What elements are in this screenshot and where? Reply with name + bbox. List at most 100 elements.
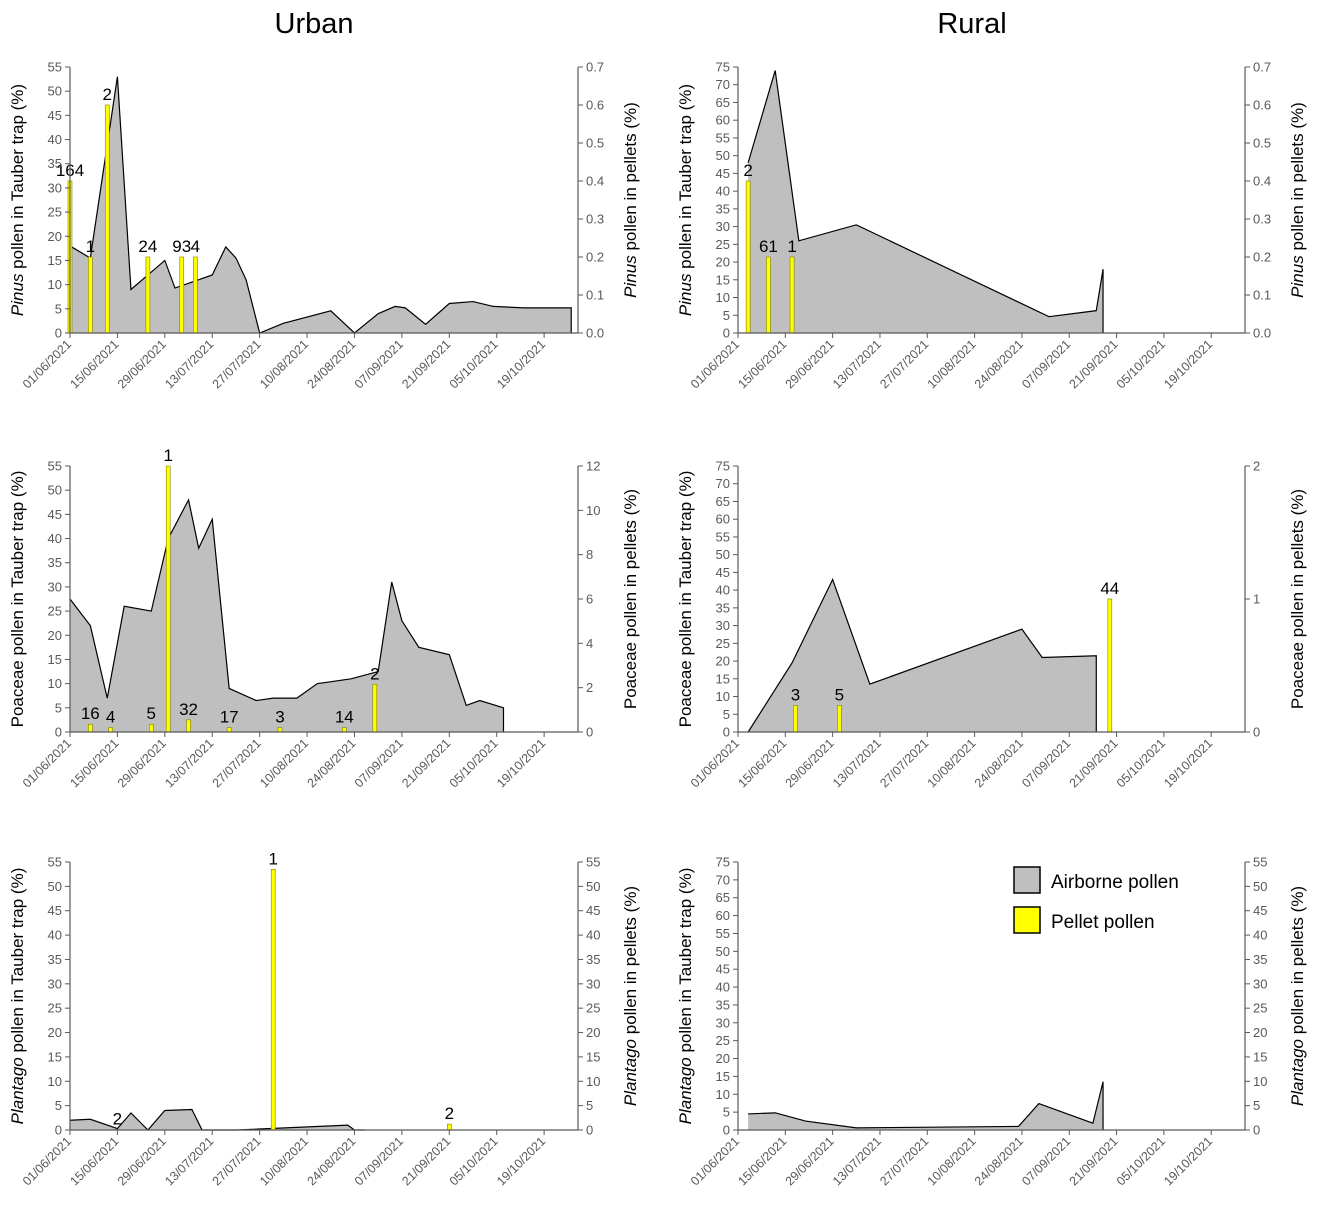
x-tick-label: 01/06/2021	[20, 736, 74, 790]
right-tick-label: 6	[586, 592, 593, 607]
pellet-bar	[108, 727, 113, 733]
x-tick-label: 19/10/2021	[1161, 736, 1215, 790]
left-tick-label: 10	[716, 689, 730, 704]
left-tick-label: 20	[716, 1051, 730, 1066]
pellet-bar	[789, 256, 795, 334]
airborne-area	[748, 70, 1104, 334]
right-tick-label: 25	[1253, 1001, 1267, 1016]
left-tick-label: 65	[716, 494, 730, 509]
left-tick-label: 10	[48, 676, 62, 691]
pellet-bar	[766, 256, 771, 334]
legend-label-pellet: Pellet pollen	[1051, 912, 1155, 933]
taxon-name: Poaceae	[621, 642, 640, 709]
left-tick-label: 45	[716, 565, 730, 580]
right-tick-label: 0.6	[1253, 98, 1271, 113]
left-tick-label: 40	[716, 980, 730, 995]
left-tick-label: 5	[55, 301, 62, 316]
left-tick-label: 25	[716, 237, 730, 252]
left-tick-label: 25	[48, 1001, 62, 1016]
right-tick-label: 45	[586, 903, 600, 918]
right-tick-label: 1	[1253, 592, 1260, 607]
left-tick-label: 15	[716, 671, 730, 686]
right-tick-label: 0.6	[586, 98, 604, 113]
right-tick-label: 0.4	[1253, 174, 1271, 189]
x-tick-label: 10/08/2021	[257, 1134, 311, 1188]
x-tick-label: 05/10/2021	[447, 337, 501, 391]
left-tick-label: 50	[48, 84, 62, 99]
right-tick-label: 40	[1253, 928, 1267, 943]
x-tick-label: 13/07/2021	[162, 736, 216, 790]
x-tick-label: 21/09/2021	[399, 1134, 453, 1188]
airborne-area	[748, 1081, 1104, 1130]
taxon-name: Plantago	[621, 1039, 640, 1106]
taxon-name: Poaceae	[676, 660, 695, 727]
x-tick-label: 10/08/2021	[925, 337, 979, 391]
left-tick-label: 65	[716, 890, 730, 905]
left-tick-label: 75	[716, 459, 730, 474]
right-tick-label: 20	[1253, 1025, 1267, 1040]
airborne-area	[70, 1109, 365, 1130]
left-tick-label: 50	[716, 944, 730, 959]
x-tick-label: 01/06/2021	[688, 736, 742, 790]
legend-swatch-pellet	[1013, 906, 1041, 934]
left-tick-label: 15	[716, 1069, 730, 1084]
pellet-count-label: 2	[370, 664, 379, 683]
left-tick-label: 40	[716, 184, 730, 199]
right-axis-title-text: pollen in pellets (%)	[621, 489, 640, 642]
x-tick-label: 01/06/2021	[688, 337, 742, 391]
left-tick-label: 50	[48, 879, 62, 894]
pellet-count-label: 2	[103, 85, 112, 104]
right-tick-label: 0.5	[1253, 136, 1271, 151]
x-tick-label: 07/09/2021	[1019, 1134, 1073, 1188]
right-tick-label: 10	[1253, 1074, 1267, 1089]
left-tick-label: 45	[716, 962, 730, 977]
right-tick-label: 25	[586, 1001, 600, 1016]
pellet-count-label: 3	[791, 685, 800, 704]
x-tick-label: 07/09/2021	[1019, 736, 1073, 790]
x-tick-label: 10/08/2021	[925, 736, 979, 790]
x-tick-label: 13/07/2021	[830, 337, 884, 391]
pellet-bar	[179, 256, 185, 334]
left-axis-title: Poaceae pollen in Tauber trap (%)	[676, 471, 695, 728]
left-tick-label: 5	[723, 1105, 730, 1120]
taxon-name: Plantago	[8, 1057, 27, 1124]
right-tick-label: 8	[586, 547, 593, 562]
left-tick-label: 40	[716, 583, 730, 598]
left-tick-label: 0	[723, 326, 730, 341]
right-axis-title: Poaceae pollen in pellets (%)	[1288, 489, 1307, 709]
right-tick-label: 35	[586, 952, 600, 967]
right-tick-label: 15	[586, 1049, 600, 1064]
pellet-bar	[104, 104, 110, 334]
pellet-count-label: 4	[106, 708, 115, 727]
x-tick-label: 05/10/2021	[1114, 337, 1168, 391]
right-tick-label: 0	[586, 1123, 593, 1138]
x-tick-label: 19/10/2021	[1161, 1134, 1215, 1188]
airborne-line	[748, 1081, 1104, 1130]
left-tick-label: 55	[716, 926, 730, 941]
pellet-bar	[148, 723, 154, 733]
left-tick-label: 0	[55, 326, 62, 341]
x-tick-label: 27/07/2021	[210, 736, 264, 790]
left-tick-label: 0	[55, 725, 62, 740]
pellet-bar	[372, 684, 378, 733]
x-tick-label: 24/08/2021	[304, 337, 358, 391]
pellet-bar	[88, 256, 93, 334]
panel-rural-plantago: 0 5 10 15 20 25 30 35 40 45 50 55 60 65 70 75 0 5 10 15 20 25…	[676, 855, 1307, 1189]
x-tick-label: 15/06/2021	[67, 736, 121, 790]
right-tick-label: 30	[1253, 976, 1267, 991]
left-axis-title: Poaceae pollen in Tauber trap (%)	[8, 471, 27, 728]
x-tick-label: 21/09/2021	[399, 736, 453, 790]
x-tick-label: 01/06/2021	[20, 337, 74, 391]
x-tick-label: 27/07/2021	[877, 337, 931, 391]
right-tick-label: 35	[1253, 952, 1267, 967]
x-tick-label: 07/09/2021	[1019, 337, 1073, 391]
pellet-count-label: 5	[147, 704, 156, 723]
left-tick-label: 5	[55, 700, 62, 715]
x-tick-label: 27/07/2021	[877, 736, 931, 790]
airborne-area	[70, 76, 572, 333]
pellet-count-label: 16	[81, 704, 100, 723]
left-tick-label: 5	[723, 707, 730, 722]
right-axis-title-text: pollen in pellets (%)	[1288, 489, 1307, 642]
x-tick-label: 19/10/2021	[494, 1134, 548, 1188]
left-tick-label: 35	[716, 600, 730, 615]
